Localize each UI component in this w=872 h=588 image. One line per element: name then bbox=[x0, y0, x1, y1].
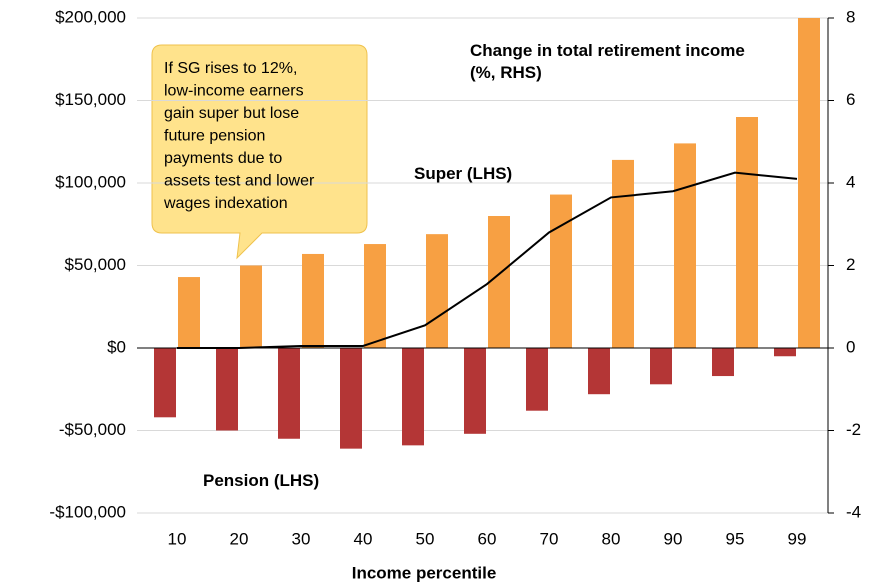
y2-tick-label: 2 bbox=[846, 255, 855, 274]
x-tick-label: 40 bbox=[354, 529, 373, 548]
x-tick-label: 30 bbox=[292, 529, 311, 548]
line-label: Change in total retirement income (%, RH… bbox=[470, 41, 745, 82]
x-tick-label: 60 bbox=[478, 529, 497, 548]
bar bbox=[588, 348, 610, 395]
bar bbox=[464, 348, 486, 434]
y-tick-label: $200,000 bbox=[55, 7, 126, 26]
y-tick-label: $100,000 bbox=[55, 172, 126, 191]
callout-text: If SG rises to 12%, bbox=[164, 60, 297, 77]
y-tick-label: $150,000 bbox=[55, 90, 126, 109]
y2-tick-label: 0 bbox=[846, 337, 855, 356]
y-tick-label: $50,000 bbox=[65, 255, 126, 274]
bar bbox=[526, 348, 548, 411]
bar bbox=[154, 348, 176, 418]
bar bbox=[736, 117, 758, 348]
x-tick-label: 90 bbox=[664, 529, 683, 548]
bar bbox=[712, 348, 734, 377]
bar bbox=[774, 348, 796, 357]
y-tick-label: -$50,000 bbox=[59, 420, 126, 439]
callout-text: low-income earners bbox=[164, 83, 304, 100]
y-tick-label: $0 bbox=[107, 337, 126, 356]
callout bbox=[151, 44, 368, 260]
x-tick-label: 95 bbox=[726, 529, 745, 548]
bar bbox=[612, 159, 634, 348]
bar bbox=[240, 265, 262, 348]
bar bbox=[674, 143, 696, 348]
x-axis-title: Income percentile bbox=[352, 563, 497, 582]
x-tick-label: 99 bbox=[788, 529, 807, 548]
pension-label: Pension (LHS) bbox=[203, 471, 320, 490]
callout-text: wages indexation bbox=[163, 195, 288, 212]
x-tick-label: 20 bbox=[230, 529, 249, 548]
bar bbox=[798, 18, 820, 348]
y2-tick-label: 8 bbox=[846, 7, 855, 26]
y2-tick-label: 6 bbox=[846, 90, 855, 109]
y2-tick-label: 4 bbox=[846, 172, 855, 191]
bar bbox=[364, 244, 386, 348]
x-tick-label: 50 bbox=[416, 529, 435, 548]
callout-text: payments due to bbox=[164, 150, 282, 167]
y2-tick-label: -2 bbox=[846, 420, 861, 439]
bar bbox=[426, 234, 448, 348]
bar bbox=[402, 348, 424, 446]
callout-text: future pension bbox=[164, 128, 265, 145]
x-tick-label: 80 bbox=[602, 529, 621, 548]
bar bbox=[278, 348, 300, 439]
callout-text: assets test and lower bbox=[164, 173, 315, 190]
y2-tick-label: -4 bbox=[846, 502, 861, 521]
bar bbox=[340, 348, 362, 449]
bar bbox=[216, 348, 238, 431]
x-tick-label: 70 bbox=[540, 529, 559, 548]
callout-text: gain super but lose bbox=[164, 105, 299, 122]
bar bbox=[550, 194, 572, 348]
bar bbox=[650, 348, 672, 385]
y-tick-label: -$100,000 bbox=[49, 502, 126, 521]
x-tick-label: 10 bbox=[168, 529, 187, 548]
line bbox=[177, 171, 798, 349]
super-label: Super (LHS) bbox=[414, 164, 513, 183]
bar bbox=[488, 216, 510, 348]
bar bbox=[302, 253, 324, 348]
bar bbox=[178, 277, 200, 348]
